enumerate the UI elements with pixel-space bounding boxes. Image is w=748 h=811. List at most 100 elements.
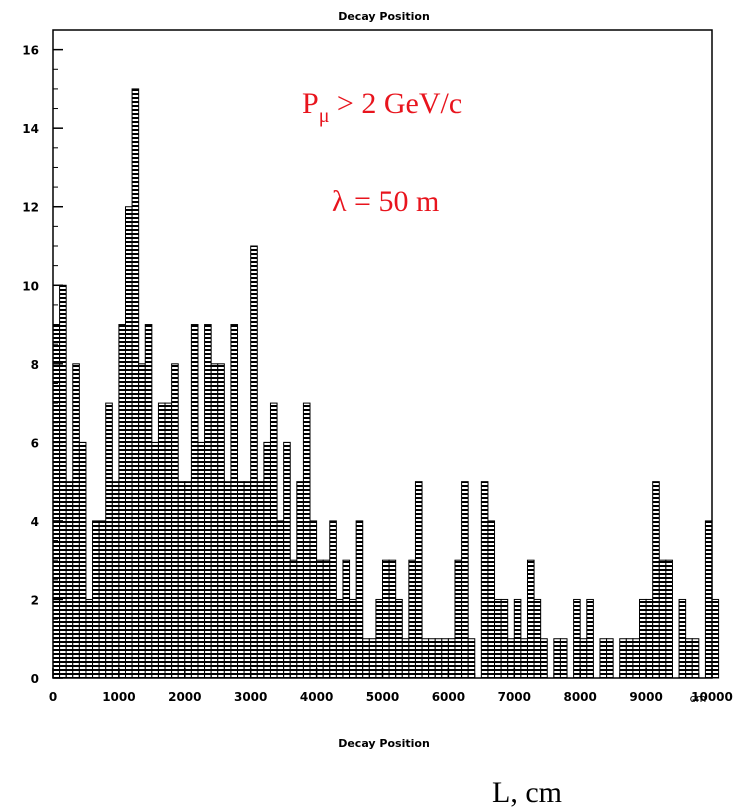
histogram-bar (421, 638, 430, 679)
histogram-bar (375, 598, 384, 679)
histogram-bar (362, 638, 370, 679)
histogram-bar (533, 598, 542, 679)
histogram-bar (639, 598, 647, 679)
histogram-bar (553, 638, 561, 679)
histogram-bar (276, 520, 285, 679)
histogram-bar (151, 441, 159, 679)
histogram-bar (302, 402, 311, 679)
histogram-bar (454, 559, 463, 679)
external-x-label: L, cm (492, 776, 562, 809)
histogram-bar (447, 638, 456, 679)
histogram-bar (520, 638, 528, 679)
histogram-bar (355, 520, 364, 679)
x-tick-label: 9000 (629, 690, 662, 704)
histogram-bar (507, 638, 515, 679)
histogram-bar (164, 402, 173, 679)
y-tick-label: 10 (22, 279, 39, 293)
histogram-bar (98, 520, 107, 679)
momentum-annotation: Pμ > 2 GeV/c (302, 87, 462, 127)
histogram-bar (606, 638, 614, 679)
histogram-bar (59, 284, 67, 679)
tick-labels: 0 2 4 6 8 10 12 14 16 0 1000 2000 3000 4000 5000 6000 70… (22, 44, 733, 704)
histogram-bar (632, 638, 641, 679)
histogram-bar (368, 638, 377, 679)
histogram-bar (540, 638, 548, 679)
y-tick-label: 12 (22, 201, 39, 215)
y-tick-label: 8 (31, 358, 39, 372)
x-tick-label: 4000 (300, 690, 333, 704)
histogram-bar (138, 363, 146, 679)
histogram-bar (263, 441, 271, 679)
x-tick-label: 2000 (168, 690, 201, 704)
chart-title: Decay Position (338, 10, 430, 23)
histogram-bar (434, 638, 443, 679)
histogram-bar (144, 324, 153, 679)
y-tick-label: 16 (22, 44, 39, 58)
histogram-bar (217, 363, 225, 679)
x-tick-label: 0 (49, 690, 57, 704)
histogram-bar (467, 638, 476, 679)
histogram-bar (494, 598, 502, 679)
histogram-bar (685, 638, 693, 679)
histogram-bar (92, 520, 100, 679)
histogram-bar (414, 481, 423, 679)
histogram-bar (586, 598, 594, 679)
histogram-bar (316, 559, 324, 679)
histogram-bar (658, 559, 667, 679)
histogram-bar (526, 559, 535, 679)
histogram-bar (335, 598, 344, 679)
histogram-bar (243, 481, 252, 679)
histogram-bar (296, 481, 304, 679)
histogram-bar (428, 638, 436, 679)
histogram-bar (289, 559, 298, 679)
histogram-bar (105, 402, 113, 679)
histogram-bar (704, 520, 713, 679)
x-tick-label: 10000 (691, 690, 733, 704)
histogram-bar (237, 481, 245, 679)
histogram-bar (230, 324, 239, 679)
histogram-bar (349, 598, 357, 679)
histogram-bar (157, 402, 166, 679)
x-axis-unit: cm (690, 692, 707, 705)
axes (52, 29, 713, 679)
histogram-bar (342, 559, 351, 679)
histogram-bar (599, 638, 608, 679)
histogram-bar (691, 638, 700, 679)
histogram-bar (118, 324, 126, 679)
histogram-bar (256, 481, 265, 679)
x-tick-label: 5000 (366, 690, 399, 704)
histogram-bar (579, 638, 588, 679)
histogram-bar (401, 638, 410, 679)
histogram-bar (283, 441, 291, 679)
histogram-bar (197, 441, 206, 679)
histogram-bars (52, 88, 720, 679)
histogram-bar (573, 598, 581, 679)
histogram-bar (408, 559, 416, 679)
decay-length-annotation: λ = 50 m (332, 185, 439, 218)
histogram-bar (204, 324, 212, 679)
histogram-bar (250, 245, 258, 679)
y-tick-label: 14 (22, 122, 39, 136)
histogram-bar (388, 559, 397, 679)
histogram-bar (711, 598, 720, 679)
histogram-bar (652, 481, 660, 679)
histogram-bar (665, 559, 673, 679)
y-tick-label: 0 (31, 672, 39, 686)
histogram-bar (269, 402, 278, 679)
x-tick-label: 7000 (498, 690, 531, 704)
x-tick-label: 1000 (102, 690, 135, 704)
histogram-bar (678, 598, 687, 679)
histogram-bar (322, 559, 331, 679)
y-tick-label: 6 (31, 436, 39, 450)
histogram-bar (461, 481, 469, 679)
histogram-bar (124, 206, 133, 679)
histogram-bar (210, 363, 219, 679)
histogram-bar (619, 638, 627, 679)
histogram-bar (513, 598, 522, 679)
y-tick-label: 4 (31, 515, 39, 529)
histogram-bar (85, 598, 94, 679)
histogram-bar (500, 598, 509, 679)
histogram-bar (223, 481, 232, 679)
x-tick-label: 6000 (432, 690, 465, 704)
